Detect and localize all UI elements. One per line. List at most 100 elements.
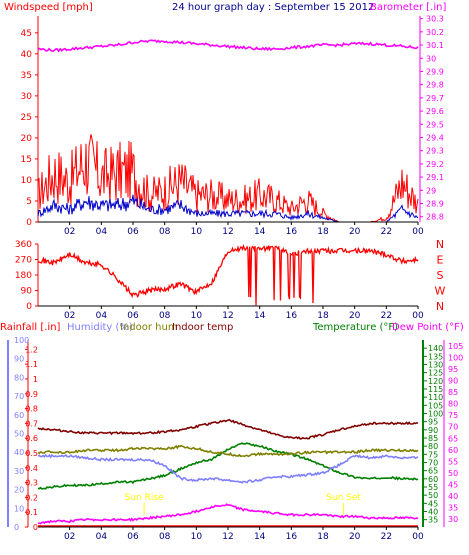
temperature-tick-label: 140	[428, 344, 443, 353]
time-tick-label: 16	[286, 311, 298, 321]
dew-point-tick-label: 105	[448, 342, 463, 351]
humidity-tick-label: 70	[14, 392, 24, 401]
time-tick-label: 10	[191, 311, 203, 321]
indoor_temp-series-line	[37, 418, 419, 440]
time-tick-label: 04	[96, 227, 108, 237]
windspeed-tick-label: 10	[21, 176, 33, 186]
compass-label-n: N	[436, 300, 444, 313]
time-axis-ticks: 02 04 06 08 10 12 14 16 18 20 22 00	[38, 221, 424, 237]
temperature-tick-label: 60	[428, 475, 438, 484]
windspeed-tick-label: 5	[26, 197, 32, 207]
temp-humidity-series	[37, 418, 419, 527]
barometer-series-line	[37, 39, 419, 53]
time-tick-label: 14	[254, 227, 266, 237]
temperature-tick-label: 110	[428, 393, 443, 402]
windspeed-tick-label: 40	[21, 50, 33, 60]
time-tick-label: 20	[349, 311, 361, 321]
direction-tick-label: 180	[15, 271, 32, 281]
windspeed-tick-label: 45	[21, 29, 32, 39]
dew-point-tick-label: 90	[448, 377, 458, 386]
temperature-tick-label: 100	[428, 409, 443, 418]
time-axis-ticks: 02 04 06 08 10 12 14 16 18 20 22 00	[38, 305, 424, 321]
windspeed-tick-label: 30	[21, 92, 33, 102]
humidity-series-line	[37, 453, 419, 484]
temp-humidity-panel: Rainfall [.in] Humidity (%) Indoor hum I…	[0, 322, 464, 542]
time-tick-label: 08	[159, 227, 171, 237]
windspeed-tick-label: 20	[21, 134, 33, 144]
rainfall-tick-label: 0.2	[25, 493, 38, 502]
temperature-tick-label: 70	[428, 458, 438, 467]
dew-point-tick-label: 70	[448, 423, 458, 432]
rainfall-tick-label: 1.2	[25, 345, 38, 354]
barometer-tick-label: 29.1	[426, 173, 444, 182]
time-tick-label: 02	[64, 311, 75, 321]
barometer-tick-label: 29.3	[426, 147, 444, 156]
compass-label-e: E	[437, 254, 444, 267]
humidity-tick-label: 20	[14, 486, 24, 495]
barometer-tick-label: 29.8	[426, 81, 444, 90]
time-tick-label: 04	[96, 311, 108, 321]
barometer-tick-label: 29.5	[426, 120, 444, 129]
time-tick-label: 12	[222, 532, 233, 542]
time-tick-label: 06	[127, 532, 139, 542]
dew-point-tick-label: 55	[448, 457, 458, 466]
legend-rainfall: Rainfall [.in]	[0, 322, 61, 333]
barometer-tick-label: 30.3	[426, 15, 444, 24]
temperature-tick-label: 90	[428, 426, 438, 435]
time-tick-label: 02	[64, 532, 75, 542]
temperature-tick-label: 135	[428, 352, 443, 361]
dew-point-tick-label: 95	[448, 365, 458, 374]
time-tick-label: 00	[412, 532, 424, 542]
time-tick-label: 20	[349, 532, 361, 542]
time-tick-label: 14	[254, 532, 266, 542]
barometer-tick-label: 28.8	[426, 213, 444, 222]
legend-humidity: Humidity (%)	[67, 322, 133, 333]
humidity-tick-label: 60	[14, 411, 24, 420]
temperature-tick-label: 50	[428, 491, 438, 500]
time-tick-label: 10	[191, 532, 203, 542]
barometer-ticks: 28.8 28.9 29 29.1 29.2 29.3 29.4 29.5 29.6 29.7 29…	[419, 15, 444, 222]
humidity-tick-label: 10	[14, 504, 24, 513]
time-tick-label: 00	[412, 311, 424, 321]
humidity-tick-label: 100	[14, 336, 29, 345]
humidity-tick-label: 80	[14, 373, 24, 382]
windspeed-axis-title: Windspeed [mph]	[4, 2, 93, 13]
time-axis-ticks: 02 04 06 08 10 12 14 16 18 20 22 00	[38, 526, 424, 542]
dew-point-tick-label: 40	[448, 492, 458, 501]
time-tick-label: 10	[191, 227, 203, 237]
dew-point-tick-label: 60	[448, 446, 458, 455]
direction-series-line	[37, 243, 419, 306]
time-tick-label: 06	[127, 311, 139, 321]
rainfall-tick-label: 1	[33, 375, 38, 384]
time-tick-label: 22	[381, 532, 392, 542]
temperature-tick-label: 75	[428, 450, 438, 459]
humidity-tick-label: 40	[14, 448, 24, 457]
barometer-tick-label: 29.2	[426, 160, 444, 169]
barometer-tick-label: 29.4	[426, 133, 444, 142]
windspeed-tick-label: 35	[21, 71, 32, 81]
barometer-tick-label: 30	[426, 54, 436, 63]
legend-indoor-temp: Indoor temp	[172, 322, 233, 333]
multi-axis-ticks: 0 0.1 0.2 0.3 0.4 0.5 0.6 0.7 0.8 0.9 1 1.1 1.2 0 10 20…	[7, 336, 463, 532]
temperature-tick-label: 40	[428, 507, 438, 516]
time-tick-label: 22	[381, 227, 392, 237]
barometer-tick-label: 29.6	[426, 107, 444, 116]
humidity-tick-label: 90	[14, 355, 24, 364]
barometer-tick-label: 30.2	[426, 28, 444, 37]
time-tick-label: 22	[381, 311, 392, 321]
time-tick-label: 08	[159, 532, 171, 542]
legend-dew-point: Dew Point (°F)	[392, 322, 464, 333]
compass-label-n: N	[436, 238, 444, 251]
legend-temperature: Temperature (°F)	[312, 322, 398, 333]
temperature-tick-label: 125	[428, 369, 443, 378]
temperature-tick-label: 35	[428, 516, 438, 525]
time-tick-label: 16	[286, 227, 298, 237]
rainfall-tick-label: 0	[33, 523, 38, 532]
time-tick-label: 12	[222, 311, 233, 321]
time-tick-label: 18	[317, 227, 329, 237]
dew-point-tick-label: 85	[448, 388, 458, 397]
rainfall-tick-label: 0.1	[25, 508, 38, 517]
graph-title: 24 hour graph day : September 15 2012	[172, 2, 374, 13]
dew_point-series-line	[37, 503, 419, 525]
